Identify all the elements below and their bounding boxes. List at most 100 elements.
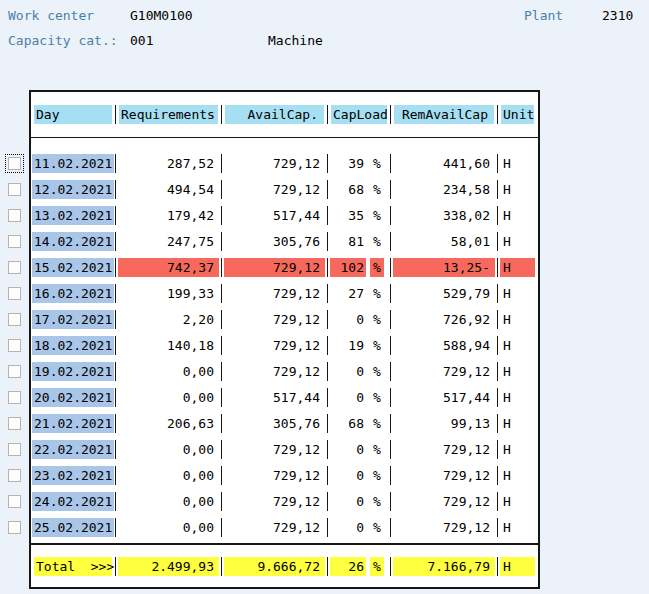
- remavailcap-cell: 729,12: [390, 492, 497, 511]
- day-cell[interactable]: 18.02.2021: [31, 336, 115, 355]
- column-header-capload[interactable]: CapLoad: [327, 105, 390, 124]
- row-select-checkbox[interactable]: [8, 443, 21, 456]
- unit-value: H: [500, 154, 535, 173]
- day-cell[interactable]: 17.02.2021: [31, 310, 115, 329]
- day-cell[interactable]: 16.02.2021: [31, 284, 115, 303]
- column-header-unit[interactable]: Unit: [497, 105, 537, 124]
- capload-cell: 0%: [327, 362, 390, 381]
- column-header-availcap[interactable]: AvailCap.: [221, 105, 327, 124]
- day-value: 17.02.2021: [32, 310, 114, 329]
- remavailcap-value: 729,12: [393, 440, 495, 459]
- percent-sign: %: [370, 518, 384, 537]
- table-row: 17.02.2021 2,20 729,12 0% 726,92 H: [31, 306, 538, 332]
- total-remavailcap-cell: 7.166,79: [390, 557, 497, 576]
- requirements-value: 742,37: [118, 258, 219, 277]
- row-select-checkbox[interactable]: [8, 183, 21, 196]
- capload-cell: 102%: [327, 258, 390, 277]
- capload-cell: 0%: [327, 440, 390, 459]
- unit-cell: H: [497, 232, 537, 251]
- requirements-cell: 0,00: [115, 388, 221, 407]
- availcap-cell: 729,12: [221, 466, 327, 485]
- percent-sign: %: [370, 440, 384, 459]
- unit-cell: H: [497, 180, 537, 199]
- remavailcap-cell: 13,25-: [390, 258, 497, 277]
- day-cell[interactable]: 15.02.2021: [31, 258, 115, 277]
- remavailcap-cell: 729,12: [390, 518, 497, 537]
- unit-value: H: [500, 284, 535, 303]
- row-select-checkbox[interactable]: [8, 365, 21, 378]
- percent-sign: %: [370, 466, 384, 485]
- unit-cell: H: [497, 258, 537, 277]
- day-cell[interactable]: 13.02.2021: [31, 206, 115, 225]
- row-select-checkbox[interactable]: [8, 521, 21, 534]
- day-value: 20.02.2021: [32, 388, 114, 407]
- day-cell[interactable]: 23.02.2021: [31, 466, 115, 485]
- column-header-requirements-label: Requirements: [119, 105, 218, 124]
- availcap-cell: 729,12: [221, 518, 327, 537]
- day-cell[interactable]: 12.02.2021: [31, 180, 115, 199]
- requirements-value: 0,00: [118, 466, 219, 485]
- requirements-value: 247,75: [118, 232, 219, 251]
- unit-value: H: [500, 206, 535, 225]
- requirements-cell: 287,52: [115, 154, 221, 173]
- availcap-cell: 729,12: [221, 440, 327, 459]
- unit-cell: H: [497, 336, 537, 355]
- column-header-day[interactable]: Day: [31, 105, 115, 124]
- requirements-cell: 0,00: [115, 466, 221, 485]
- row-select-checkbox[interactable]: [8, 261, 21, 274]
- day-value: 15.02.2021: [32, 258, 114, 277]
- availcap-value: 729,12: [224, 466, 325, 485]
- unit-value: H: [500, 258, 535, 277]
- requirements-cell: 247,75: [115, 232, 221, 251]
- availcap-value: 729,12: [224, 492, 325, 511]
- remavailcap-cell: 99,13: [390, 414, 497, 433]
- row-select-checkbox[interactable]: [8, 495, 21, 508]
- row-select-checkbox[interactable]: [8, 417, 21, 430]
- row-select-checkbox[interactable]: [8, 469, 21, 482]
- remavailcap-cell: 729,12: [390, 466, 497, 485]
- total-unit-value: H: [500, 557, 535, 576]
- day-cell[interactable]: 21.02.2021: [31, 414, 115, 433]
- unit-cell: H: [497, 310, 537, 329]
- capacity-planning-screen: Work center G10M0100 Plant 2310 Capacity…: [0, 0, 649, 594]
- unit-cell: H: [497, 414, 537, 433]
- row-select-checkbox[interactable]: [8, 287, 21, 300]
- day-cell[interactable]: 19.02.2021: [31, 362, 115, 381]
- unit-value: H: [500, 466, 535, 485]
- plant-value: 2310: [602, 8, 633, 23]
- availcap-value: 517,44: [224, 206, 325, 225]
- day-cell[interactable]: 14.02.2021: [31, 232, 115, 251]
- unit-cell: H: [497, 206, 537, 225]
- day-cell[interactable]: 24.02.2021: [31, 492, 115, 511]
- row-select-checkbox[interactable]: [8, 209, 21, 222]
- remavailcap-cell: 529,79: [390, 284, 497, 303]
- remavailcap-value: 729,12: [393, 518, 495, 537]
- availcap-cell: 729,12: [221, 284, 327, 303]
- row-select-checkbox[interactable]: [8, 157, 21, 170]
- requirements-value: 0,00: [118, 388, 219, 407]
- day-value: 18.02.2021: [32, 336, 114, 355]
- capacity-table: Day Requirements AvailCap. CapLoad RemAv…: [29, 90, 540, 589]
- availcap-cell: 729,12: [221, 154, 327, 173]
- day-cell[interactable]: 20.02.2021: [31, 388, 115, 407]
- column-header-requirements[interactable]: Requirements: [115, 105, 221, 124]
- requirements-value: 0,00: [118, 362, 219, 381]
- row-select-checkbox[interactable]: [8, 235, 21, 248]
- remavailcap-value: 726,92: [393, 310, 495, 329]
- capacity-cat-label: Capacity cat.:: [8, 33, 118, 48]
- row-select-checkbox[interactable]: [8, 339, 21, 352]
- row-select-checkbox[interactable]: [8, 313, 21, 326]
- availcap-value: 729,12: [224, 284, 325, 303]
- day-cell[interactable]: 22.02.2021: [31, 440, 115, 459]
- percent-sign: %: [370, 180, 384, 199]
- day-cell[interactable]: 25.02.2021: [31, 518, 115, 537]
- column-header-remavailcap[interactable]: RemAvailCap: [390, 105, 497, 124]
- plant-label: Plant: [524, 8, 563, 23]
- day-cell[interactable]: 11.02.2021: [31, 154, 115, 173]
- work-center-label: Work center: [8, 8, 94, 23]
- availcap-value: 729,12: [224, 258, 325, 277]
- unit-value: H: [500, 440, 535, 459]
- row-select-checkbox[interactable]: [8, 391, 21, 404]
- percent-sign: %: [370, 154, 384, 173]
- total-label-cell: Total >>>: [31, 557, 115, 576]
